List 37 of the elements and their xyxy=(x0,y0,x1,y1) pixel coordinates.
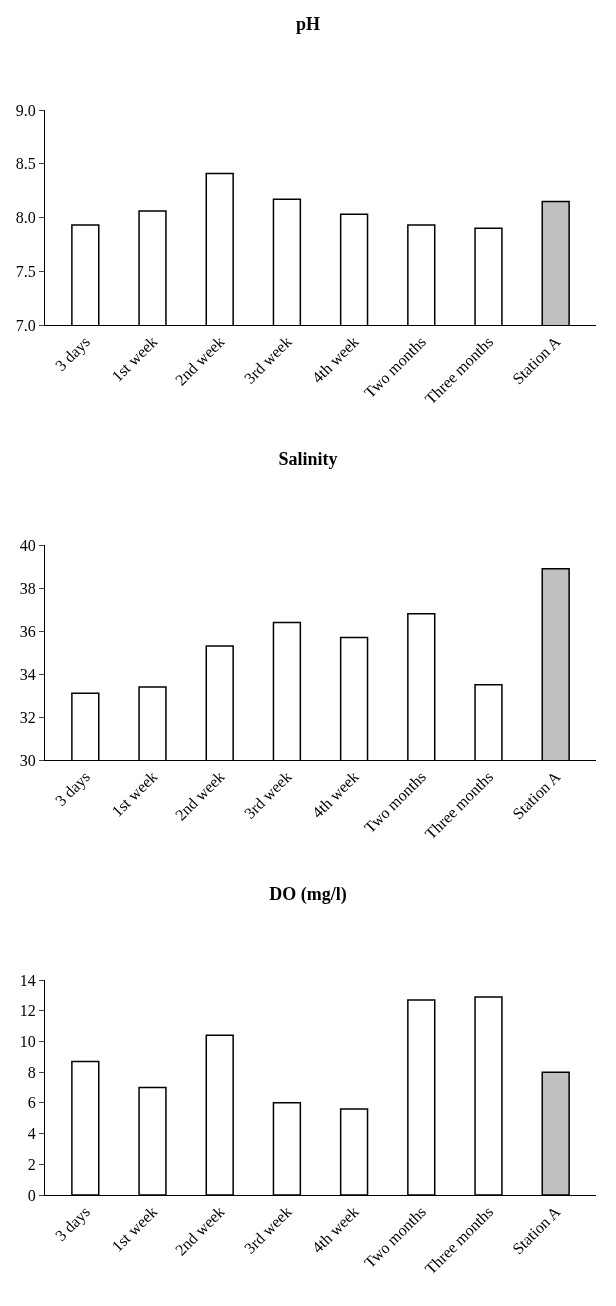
y-tick-label: 38 xyxy=(19,579,36,597)
x-tick-label: 4th week xyxy=(308,767,362,822)
y-tick-label: 30 xyxy=(19,751,36,769)
y-tick-label: 36 xyxy=(19,622,36,640)
y-tick-label: 0 xyxy=(27,1186,36,1204)
y-tick-label: 7.0 xyxy=(15,316,36,334)
x-tick-label: 3 days xyxy=(51,332,94,375)
y-tick-label: 2 xyxy=(27,1155,36,1173)
x-tick-label: 2nd week xyxy=(171,767,228,824)
chart-title: DO (mg/l) xyxy=(269,884,347,905)
x-tick-label: 1st week xyxy=(108,1202,161,1255)
y-tick-label: 6 xyxy=(27,1094,36,1112)
y-tick-label: 7.5 xyxy=(15,262,36,280)
y-tick-label: 34 xyxy=(19,665,36,683)
y-tick-label: 8 xyxy=(27,1063,36,1081)
y-tick-label: 14 xyxy=(19,971,36,989)
x-tick-label: 3rd week xyxy=(240,1202,295,1257)
x-tick-label: 3 days xyxy=(51,767,94,810)
y-tick-label: 12 xyxy=(19,1002,36,1020)
x-tick-label: 4th week xyxy=(308,1202,362,1257)
x-tick-label: 1st week xyxy=(108,767,161,820)
x-tick-label: 3 days xyxy=(51,1202,94,1245)
y-tick-label: 10 xyxy=(19,1033,36,1051)
x-tick-label: 1st week xyxy=(108,332,161,385)
chart-title: pH xyxy=(295,14,321,34)
chart-title: Salinity xyxy=(278,449,338,469)
y-tick-label: 4 xyxy=(27,1125,36,1143)
x-tick-label: 2nd week xyxy=(171,1202,228,1259)
x-tick-label: 3rd week xyxy=(240,332,295,387)
y-tick-label: 40 xyxy=(19,536,36,554)
x-tick-label: 3rd week xyxy=(240,767,295,822)
y-tick-label: 9.0 xyxy=(15,101,36,119)
y-tick-label: 8.0 xyxy=(15,209,36,227)
x-tick-label: 2nd week xyxy=(171,332,228,389)
y-tick-label: 8.5 xyxy=(15,155,36,173)
y-tick-label: 32 xyxy=(19,708,36,726)
x-tick-label: 4th week xyxy=(308,332,362,387)
